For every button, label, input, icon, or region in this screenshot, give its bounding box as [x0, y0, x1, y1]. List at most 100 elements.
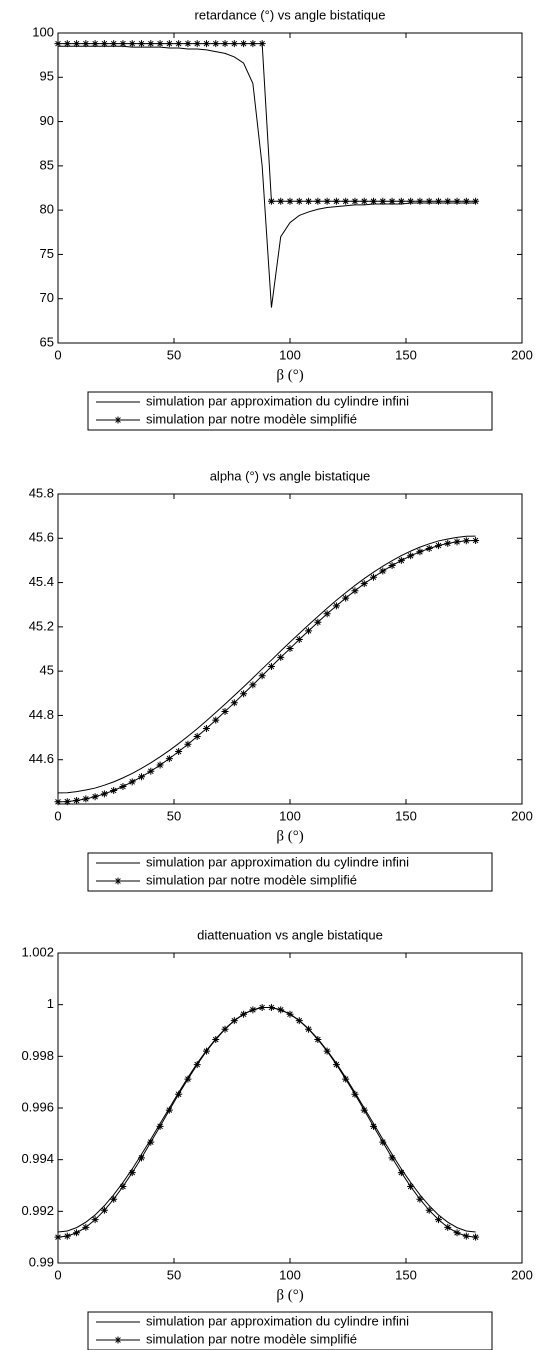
star-marker [267, 662, 275, 670]
series-line [57, 1007, 476, 1238]
star-marker [453, 1229, 461, 1237]
legend-label: simulation par notre modèle simplifié [146, 411, 357, 426]
star-marker [221, 1025, 229, 1033]
y-tick-label: 0.99 [29, 1254, 54, 1269]
star-marker [110, 40, 118, 48]
star-marker [332, 602, 340, 610]
star-marker [147, 40, 155, 48]
star-marker [323, 197, 331, 205]
legend-label: simulation par approximation du cylindre… [146, 1313, 409, 1328]
y-tick-label: 45.4 [29, 574, 54, 589]
star-marker [314, 618, 322, 626]
y-tick-label: 45.8 [29, 485, 54, 500]
star-marker [388, 197, 396, 205]
star-marker [73, 796, 81, 804]
star-marker [82, 795, 90, 803]
star-marker [249, 40, 257, 48]
star-marker [295, 197, 303, 205]
star-marker [332, 1061, 340, 1069]
star-marker [128, 40, 136, 48]
axes-box [57, 952, 523, 1264]
star-marker [286, 645, 294, 653]
star-marker [416, 197, 424, 205]
y-tick-label: 45 [40, 663, 54, 678]
star-marker [277, 1006, 285, 1014]
star-marker [138, 1154, 146, 1162]
star-marker [416, 548, 424, 556]
star-marker [63, 1232, 71, 1240]
x-tick-label: 0 [54, 808, 61, 823]
star-marker [305, 197, 313, 205]
star-marker [258, 40, 266, 48]
x-tick-label: 200 [511, 347, 533, 362]
y-tick-label: 0.992 [21, 1203, 54, 1218]
y-tick-label: 85 [40, 157, 54, 172]
star-marker [286, 1010, 294, 1018]
star-marker [54, 40, 62, 48]
star-marker [434, 1216, 442, 1224]
x-tick-label: 150 [395, 1267, 417, 1282]
star-marker [119, 783, 127, 791]
star-marker [100, 40, 108, 48]
series-line [58, 43, 476, 202]
star-marker [73, 1229, 81, 1237]
star-marker [407, 1183, 415, 1191]
star-marker [462, 197, 470, 205]
star-marker [342, 197, 350, 205]
x-axis-label: β (°) [276, 367, 303, 383]
star-marker [119, 40, 127, 48]
star-marker [407, 552, 415, 560]
legend-label: simulation par notre modèle simplifié [146, 1331, 357, 1346]
star-marker [202, 1047, 210, 1055]
star-marker [407, 197, 415, 205]
x-tick-label: 150 [395, 808, 417, 823]
x-tick-label: 150 [395, 347, 417, 362]
x-tick-label: 50 [167, 347, 181, 362]
star-marker [342, 594, 350, 602]
y-tick-label: 80 [40, 202, 54, 217]
legend-marker [114, 877, 122, 885]
star-marker [54, 798, 62, 806]
star-marker [267, 1004, 275, 1012]
star-marker [147, 1138, 155, 1146]
star-marker [388, 1154, 396, 1162]
star-marker [54, 1233, 62, 1241]
star-marker [249, 1006, 257, 1014]
star-marker [91, 40, 99, 48]
star-marker [314, 197, 322, 205]
chart-title: alpha (°) vs angle bistatique [210, 468, 371, 483]
star-marker [91, 1216, 99, 1224]
series-line [58, 45, 476, 308]
legend-box [87, 1311, 493, 1350]
star-marker [156, 761, 164, 769]
star-marker [221, 707, 229, 715]
x-tick-label: 200 [511, 1267, 533, 1282]
star-marker [397, 556, 405, 564]
star-marker [379, 197, 387, 205]
y-tick-label: 75 [40, 246, 54, 261]
star-marker [91, 793, 99, 801]
star-marker [397, 1169, 405, 1177]
series-line [57, 535, 476, 794]
x-tick-label: 100 [279, 808, 301, 823]
star-marker [462, 1232, 470, 1240]
star-marker [147, 767, 155, 775]
star-marker [184, 1075, 192, 1083]
x-tick-label: 50 [167, 808, 181, 823]
star-marker [156, 1122, 164, 1130]
star-marker [193, 40, 201, 48]
y-tick-label: 0.996 [21, 1099, 54, 1114]
star-marker [351, 197, 359, 205]
y-tick-label: 65 [40, 334, 54, 349]
star-marker [295, 635, 303, 643]
star-marker [258, 672, 266, 680]
star-marker [230, 1017, 238, 1025]
star-marker [351, 1090, 359, 1098]
star-marker [202, 40, 210, 48]
star-marker [425, 544, 433, 552]
star-marker [202, 724, 210, 732]
y-tick-label: 90 [40, 113, 54, 128]
series-line [57, 1007, 476, 1233]
star-marker [314, 1036, 322, 1044]
